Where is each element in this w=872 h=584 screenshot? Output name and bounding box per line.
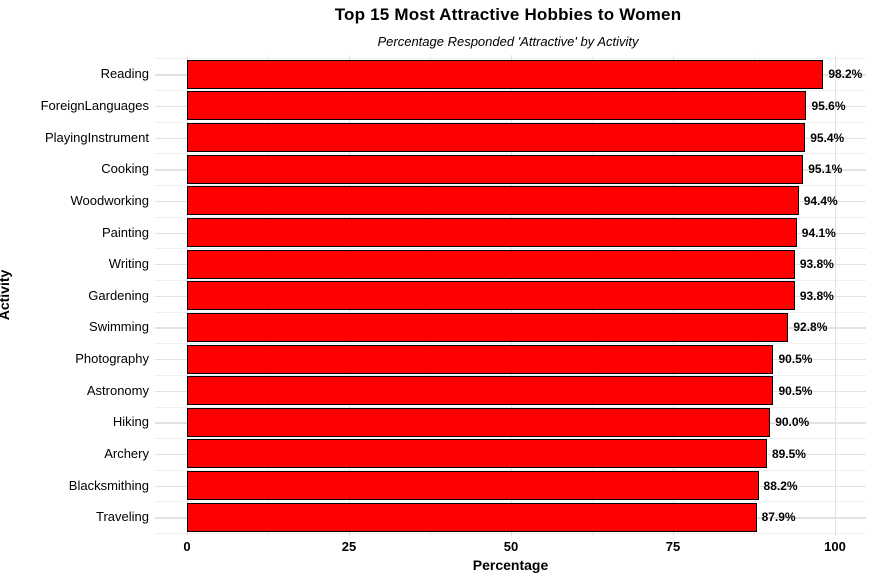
gridline-horizontal-minor [155, 533, 866, 534]
x-tick-label-100: 100 [824, 539, 846, 554]
bar-value-label: 95.1% [808, 162, 843, 177]
category-label-hiking: Hiking [112, 414, 149, 430]
category-label-playinginstrument: PlayingInstrument [44, 129, 149, 145]
category-label-archery: Archery [104, 445, 149, 461]
bar-foreignlanguages [187, 91, 807, 121]
bar-value-label: 92.8% [793, 320, 828, 335]
bar-woodworking [187, 186, 799, 216]
bar-value-label: 93.8% [799, 288, 834, 303]
bar-value-label: 90.5% [778, 352, 813, 367]
bar-value-label: 94.1% [801, 225, 836, 240]
bar-writing [187, 249, 795, 279]
x-tick-label-50: 50 [503, 539, 519, 554]
bar-traveling [187, 502, 757, 532]
bar-value-label: 89.5% [771, 446, 806, 461]
bar-playinginstrument [187, 123, 806, 153]
category-label-reading: Reading [100, 66, 149, 82]
bar-hiking [187, 407, 771, 437]
bar-astronomy [187, 376, 774, 406]
bar-swimming [187, 312, 789, 342]
bar-value-label: 88.2% [763, 478, 798, 493]
category-label-swimming: Swimming [89, 319, 149, 335]
bar-blacksmithing [187, 471, 759, 501]
chart-title: Top 15 Most Attractive Hobbies to Women [334, 5, 682, 24]
category-label-gardening: Gardening [88, 287, 149, 303]
plot-panel: 98.2% 95.6% 95.4% 95.1% 94.4% 94.1% 93.8% 93.8%… [155, 55, 866, 536]
category-label-woodworking: Woodworking [70, 192, 149, 208]
bar-reading [187, 59, 824, 89]
bar-value-label: 93.8% [799, 257, 834, 272]
category-label-traveling: Traveling [96, 509, 149, 525]
bar-value-label: 95.4% [810, 130, 845, 145]
bar-value-label: 90.0% [775, 415, 810, 430]
bar-archery [187, 439, 767, 469]
x-tick-label-0: 0 [183, 539, 191, 554]
bar-value-label: 98.2% [828, 67, 863, 82]
category-label-painting: Painting [102, 224, 149, 240]
bar-value-label: 87.9% [761, 510, 796, 525]
chart-subtitle: Percentage Responded 'Attractive' by Act… [377, 34, 639, 49]
bar-value-label: 94.4% [803, 193, 838, 208]
bar-painting [187, 218, 797, 247]
x-axis-title: Percentage [472, 557, 549, 573]
category-label-blacksmithing: Blacksmithing [68, 477, 149, 493]
gridline-vertical-major [835, 55, 837, 536]
bar-value-label: 90.5% [778, 383, 813, 398]
bar-value-label: 95.6% [811, 98, 846, 113]
category-label-astronomy: Astronomy [86, 382, 149, 398]
x-tick-label-75: 75 [665, 539, 681, 554]
category-label-foreignlanguages: ForeignLanguages [40, 97, 149, 113]
bar-cooking [187, 154, 804, 184]
category-label-writing: Writing [108, 256, 149, 272]
x-tick-label-25: 25 [341, 539, 357, 554]
category-label-cooking: Cooking [101, 161, 149, 177]
category-label-photography: Photography [75, 351, 149, 367]
bar-gardening [187, 281, 795, 311]
bar-photography [187, 344, 774, 374]
